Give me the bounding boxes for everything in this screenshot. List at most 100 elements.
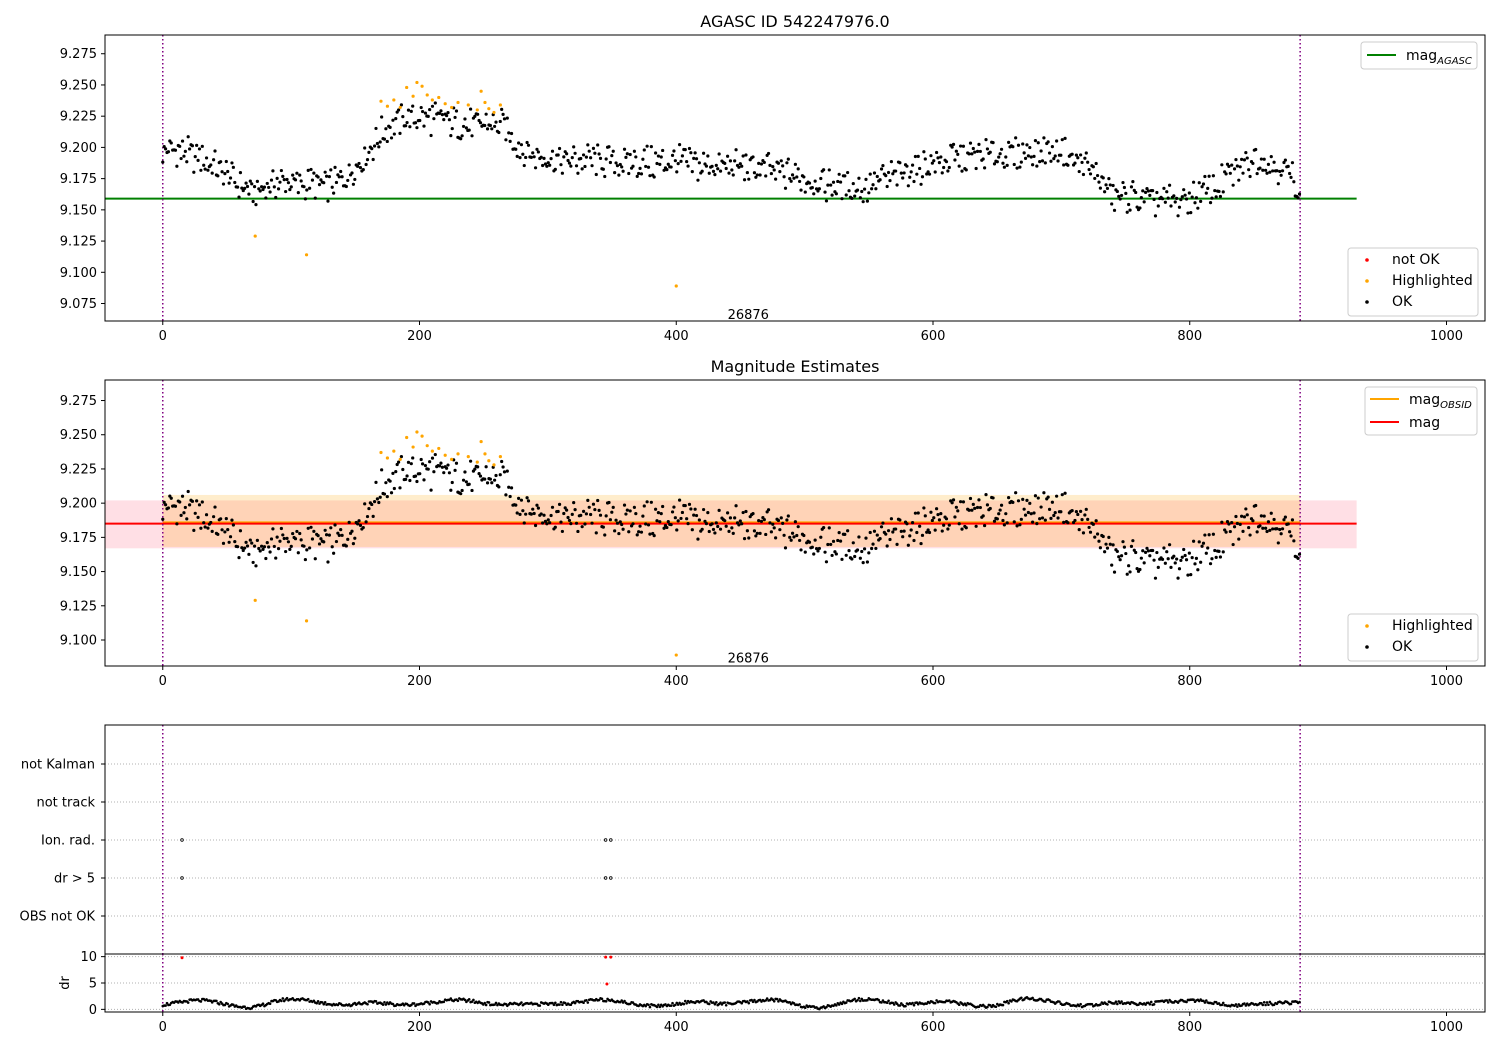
ok-point bbox=[230, 518, 234, 522]
highlighted-point bbox=[379, 99, 383, 103]
ok-point bbox=[970, 508, 974, 512]
panel-flags-marks bbox=[180, 838, 613, 880]
ok-point bbox=[327, 174, 331, 179]
ok-point bbox=[889, 160, 894, 164]
ok-point bbox=[1173, 561, 1177, 565]
ok-point bbox=[574, 521, 579, 525]
ok-point bbox=[1062, 520, 1066, 524]
ok-point bbox=[206, 526, 210, 530]
ok-point bbox=[772, 526, 776, 530]
y-tick-label: 9.175 bbox=[60, 172, 97, 187]
legend-points-mag[interactable]: Highlighted OK bbox=[1347, 613, 1479, 662]
ok-point bbox=[233, 540, 237, 544]
ok-point bbox=[836, 179, 840, 184]
legend-lines-agasc[interactable]: magAGASC bbox=[1360, 41, 1478, 70]
highlighted-point bbox=[253, 234, 257, 238]
ok-point bbox=[672, 149, 676, 153]
y-tick-label: 10 bbox=[80, 950, 97, 965]
ok-point bbox=[1038, 160, 1042, 164]
ok-point bbox=[313, 196, 317, 200]
ok-point bbox=[1255, 171, 1259, 176]
ok-point bbox=[930, 518, 934, 523]
dr-point bbox=[412, 1002, 416, 1005]
dr-outlier-point bbox=[604, 955, 608, 959]
ok-point bbox=[696, 537, 700, 541]
ok-point bbox=[1052, 157, 1056, 161]
ok-point bbox=[771, 165, 775, 169]
dr-point bbox=[1234, 1003, 1238, 1006]
ok-point bbox=[257, 546, 261, 551]
ok-point bbox=[183, 505, 187, 510]
ok-point bbox=[508, 139, 512, 143]
ok-point bbox=[879, 167, 884, 171]
ok-point bbox=[490, 481, 494, 485]
ok-point bbox=[460, 134, 464, 138]
ok-point bbox=[740, 522, 744, 526]
ok-point bbox=[1119, 193, 1124, 198]
ok-point bbox=[526, 143, 531, 147]
panel-agasc-marks bbox=[161, 80, 1302, 288]
dr-point bbox=[898, 1004, 902, 1007]
ok-point bbox=[1004, 155, 1008, 159]
dr-point bbox=[685, 1001, 688, 1005]
ok-point bbox=[1128, 208, 1132, 212]
ok-point bbox=[1028, 145, 1032, 150]
ok-point bbox=[645, 500, 649, 504]
ok-point bbox=[356, 164, 360, 168]
ok-point bbox=[1040, 159, 1045, 163]
ok-point bbox=[175, 522, 179, 526]
ok-point bbox=[477, 472, 481, 476]
ok-point bbox=[199, 168, 203, 172]
ok-point bbox=[1290, 518, 1295, 522]
legend-lines-mag[interactable]: magOBSID mag bbox=[1364, 386, 1478, 436]
ok-point bbox=[323, 170, 327, 174]
ok-point bbox=[518, 512, 522, 516]
ok-point bbox=[562, 155, 566, 159]
ok-point bbox=[305, 188, 309, 192]
ok-point bbox=[1005, 521, 1009, 525]
ok-point bbox=[1055, 494, 1059, 498]
ok-point bbox=[322, 181, 326, 185]
dr-point bbox=[798, 1003, 801, 1006]
ok-point bbox=[533, 523, 538, 528]
ok-point bbox=[1272, 160, 1276, 164]
ok-point bbox=[954, 505, 958, 509]
ok-point bbox=[1292, 180, 1296, 184]
ok-point bbox=[221, 182, 226, 186]
dr-point bbox=[777, 1000, 780, 1003]
legend-points-agasc[interactable]: not OK Highlighted OK bbox=[1347, 247, 1479, 317]
ok-point bbox=[1032, 511, 1036, 515]
ok-point bbox=[378, 495, 382, 499]
ok-point bbox=[429, 133, 433, 138]
ok-point bbox=[1210, 196, 1214, 200]
ok-point bbox=[1138, 206, 1142, 210]
ok-point bbox=[716, 167, 720, 171]
dr-point bbox=[316, 1000, 320, 1003]
ok-point bbox=[827, 526, 831, 530]
ok-point bbox=[906, 543, 910, 547]
ok-point bbox=[803, 190, 807, 194]
ok-point bbox=[175, 164, 179, 168]
ok-point bbox=[223, 172, 227, 176]
ok-point bbox=[1084, 507, 1088, 511]
ok-point bbox=[926, 170, 930, 174]
ok-point bbox=[1244, 151, 1248, 155]
ok-point bbox=[1127, 202, 1131, 207]
ok-point bbox=[697, 161, 701, 165]
ok-point bbox=[1139, 196, 1143, 200]
flag-point bbox=[603, 876, 608, 880]
ok-point bbox=[627, 171, 631, 176]
ok-point bbox=[857, 176, 861, 180]
highlighted-point bbox=[411, 445, 415, 449]
ok-point bbox=[795, 175, 799, 179]
ok-point bbox=[861, 200, 865, 204]
ok-point bbox=[363, 146, 367, 150]
ok-point bbox=[923, 157, 927, 161]
ok-point bbox=[1289, 534, 1293, 538]
ok-point bbox=[461, 124, 466, 129]
ok-point bbox=[947, 523, 951, 527]
x-tick-label: 600 bbox=[921, 329, 946, 344]
ok-point bbox=[1040, 516, 1045, 520]
ok-point bbox=[991, 496, 995, 500]
ok-point bbox=[361, 525, 365, 530]
